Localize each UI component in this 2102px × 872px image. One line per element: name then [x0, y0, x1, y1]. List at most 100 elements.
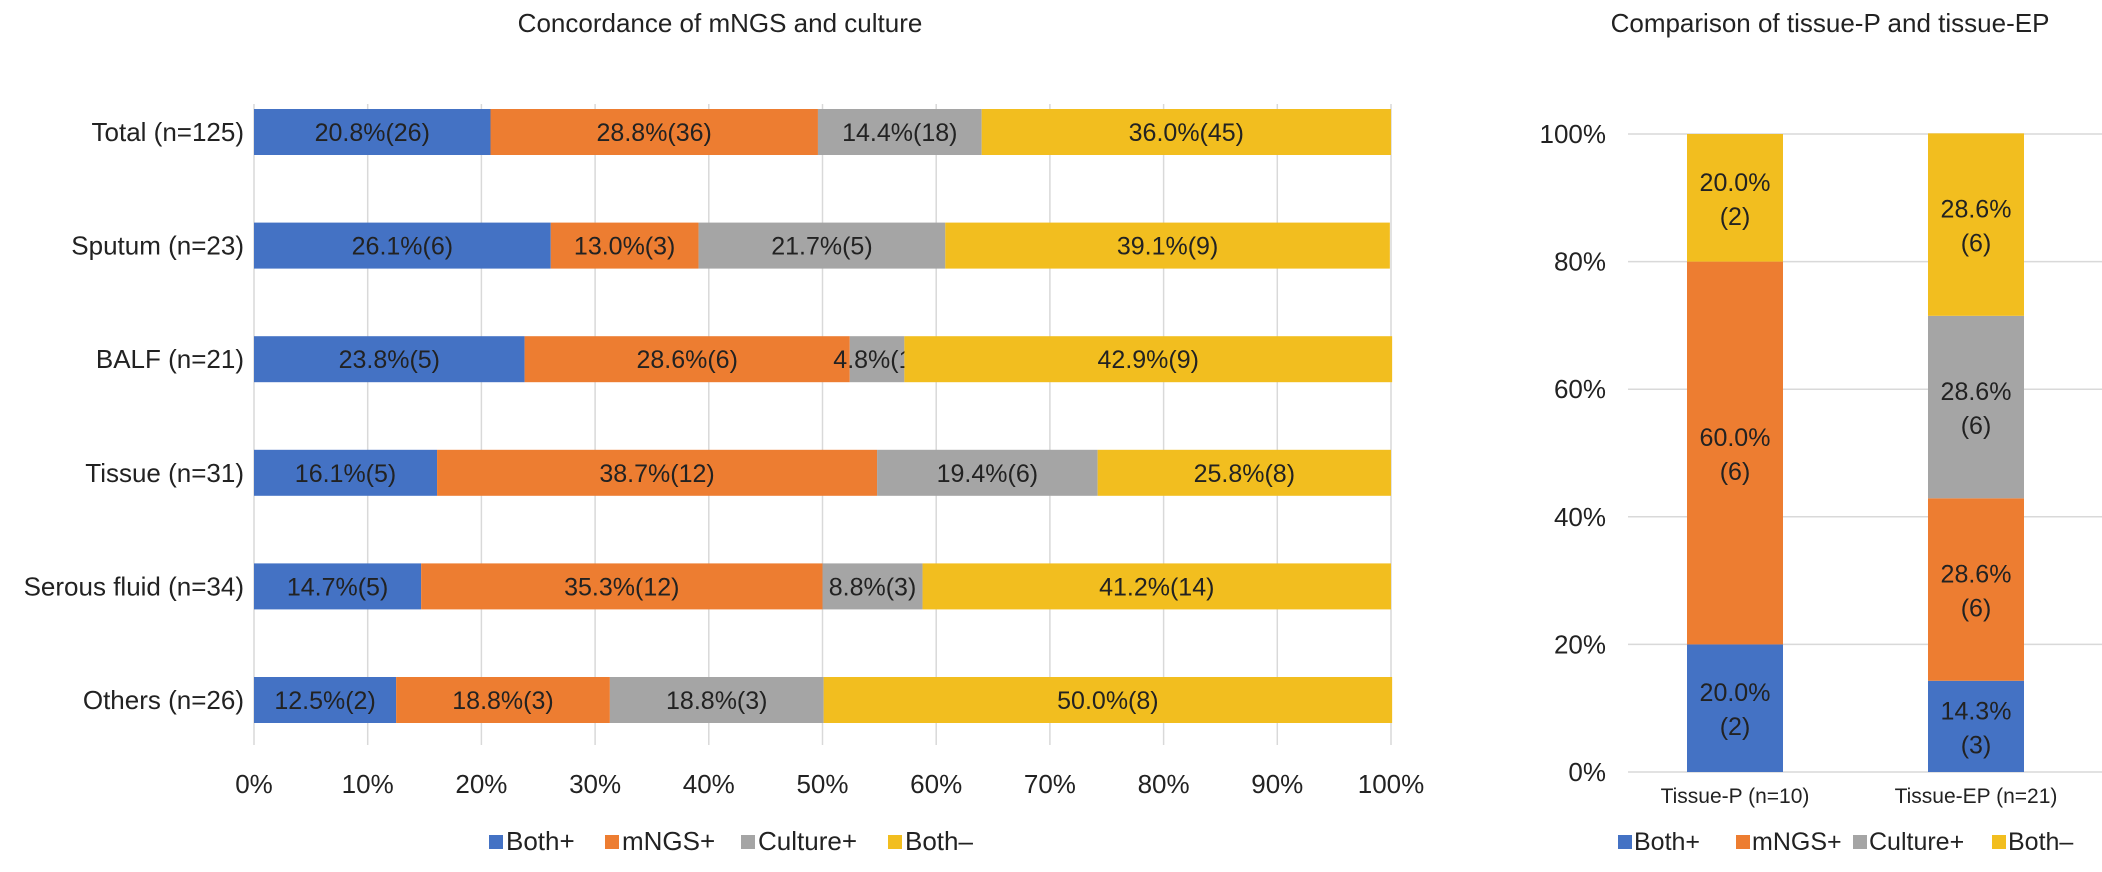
- bar-data-label: (3): [1961, 731, 1992, 759]
- legend-swatch-culture: [1853, 835, 1867, 849]
- bar-both: [1097, 449, 1391, 496]
- bar-data-label: (2): [1720, 203, 1751, 231]
- x-tick-label: 20%: [455, 769, 507, 799]
- category-label: Serous fluid (n=34): [24, 571, 244, 601]
- bar-data-label: 26.1%(6): [352, 233, 453, 261]
- legend-label: Both–: [2008, 828, 2073, 856]
- bar-both: [981, 109, 1391, 155]
- bar-data-label: 38.7%(12): [599, 460, 714, 488]
- category-label: Tissue-P (n=10): [1661, 785, 1810, 808]
- bar-both: [254, 222, 551, 269]
- x-tick-label: 60%: [910, 769, 962, 799]
- legend-label: Both–: [905, 826, 973, 856]
- legend-swatch-mngs: [1736, 835, 1750, 849]
- bar-both: [922, 563, 1391, 610]
- x-tick-label: 70%: [1024, 769, 1076, 799]
- x-tick-label: 50%: [796, 769, 848, 799]
- category-label: Others (n=26): [83, 685, 244, 715]
- left-gridlines: [253, 104, 1392, 745]
- x-tick-label: 100%: [1358, 769, 1425, 799]
- bar-data-label: 41.2%(14): [1099, 573, 1214, 601]
- bar-data-label: (6): [1961, 230, 1992, 258]
- bar-data-label: 50.0%(8): [1057, 687, 1158, 715]
- bar-culture: [698, 222, 946, 269]
- bar-data-label: 36.0%(45): [1129, 119, 1244, 147]
- y-tick-label: 80%: [1554, 247, 1606, 277]
- legend-label: mNGS+: [1752, 828, 1842, 856]
- right-axis: 0% 20% 40% 60% 80% 100% Tissue-P (n=10) Tissue-…: [1540, 119, 2058, 808]
- bar-both: [254, 563, 422, 610]
- legend-swatch-both: [888, 835, 902, 849]
- bar-culture: [877, 449, 1098, 496]
- bar-both: [254, 336, 525, 383]
- legend-label: Culture+: [1869, 828, 1964, 856]
- bar-data-label: 19.4%(6): [937, 460, 1038, 488]
- bar-data-label: 23.8%(5): [339, 346, 440, 374]
- legend-label: mNGS+: [622, 826, 715, 856]
- bar-mngs: [490, 109, 818, 155]
- bar-data-label: 28.6%: [1941, 196, 2012, 224]
- category-label: Tissue-EP (n=21): [1895, 785, 2058, 808]
- bar-both: [823, 677, 1393, 723]
- bar-data-label: 28.6%(6): [636, 346, 737, 374]
- bar-both: [254, 677, 397, 723]
- legend-swatch-both: [1618, 835, 1632, 849]
- bar-data-label: 28.6%: [1941, 561, 2012, 589]
- bar-both: [904, 336, 1393, 383]
- bar-both: [945, 222, 1390, 269]
- bar-data-label: 28.6%: [1941, 378, 2012, 406]
- bar-data-label: 14.7%(5): [287, 573, 388, 601]
- bar-mngs: [421, 563, 823, 610]
- bar-data-label: 20.0%: [1700, 169, 1771, 197]
- bar-both: [254, 449, 438, 496]
- bar-data-label: 8.8%(3): [829, 573, 917, 601]
- bar-mngs: [550, 222, 699, 269]
- bar-culture: [1928, 315, 2024, 499]
- category-label: BALF (n=21): [96, 344, 244, 374]
- bar-both: [1928, 680, 2024, 772]
- legend-swatch-culture: [741, 835, 755, 849]
- bar-data-label: (2): [1720, 713, 1751, 741]
- bar-data-label: 21.7%(5): [771, 233, 872, 261]
- bar-both: [1687, 644, 1783, 772]
- bar-data-label: (6): [1961, 412, 1992, 440]
- bar-data-label: 42.9%(9): [1098, 346, 1199, 374]
- category-label: Tissue (n=31): [85, 458, 244, 488]
- legend-swatch-both: [1992, 835, 2006, 849]
- bar-culture: [817, 109, 982, 155]
- x-tick-label: 30%: [569, 769, 621, 799]
- x-tick-label: 10%: [342, 769, 394, 799]
- x-tick-label: 40%: [683, 769, 735, 799]
- bar-data-label: 14.3%: [1941, 697, 2012, 725]
- y-tick-label: 100%: [1540, 119, 1607, 149]
- bar-data-label: 14.4%(18): [842, 119, 957, 147]
- legend-label: Both+: [1634, 828, 1700, 856]
- bar-culture: [822, 563, 923, 610]
- bar-both: [1928, 133, 2024, 316]
- bar-data-label: 60.0%: [1700, 424, 1771, 452]
- bar-data-label: 35.3%(12): [564, 573, 679, 601]
- bar-culture: [609, 677, 824, 723]
- bar-both: [1687, 134, 1783, 262]
- left-chart-title: Concordance of mNGS and culture: [518, 8, 923, 38]
- bar-data-label: 13.0%(3): [574, 233, 675, 261]
- bar-data-label: 39.1%(9): [1117, 233, 1218, 261]
- bar-mngs: [437, 449, 878, 496]
- bar-mngs: [524, 336, 850, 383]
- x-tick-label: 80%: [1138, 769, 1190, 799]
- bar-data-label: 12.5%(2): [274, 687, 375, 715]
- y-tick-label: 0%: [1568, 757, 1606, 787]
- right-legend: Both+ mNGS+ Culture+ Both–: [1618, 828, 2073, 856]
- y-tick-label: 20%: [1554, 629, 1606, 659]
- legend-label: Culture+: [758, 826, 857, 856]
- category-label: Sputum (n=23): [71, 231, 244, 261]
- left-bars: 20.8%(26) 28.8%(36) 14.4%(18) 36.0%(45) 26.1…: [254, 109, 1393, 723]
- left-legend: Both+ mNGS+ Culture+ Both–: [489, 826, 973, 856]
- y-tick-label: 60%: [1554, 374, 1606, 404]
- x-tick-label: 0%: [235, 769, 273, 799]
- right-bars: 20.0% (2) 60.0% (6) 20.0% (2) 14.3% (3) 28.6% (6)…: [1687, 133, 2024, 772]
- bar-culture: [849, 336, 905, 383]
- left-axis: 0% 10% 20% 30% 40% 50% 60% 70% 80% 90% 100% Total (…: [24, 117, 1425, 799]
- bar-mngs: [1928, 498, 2024, 681]
